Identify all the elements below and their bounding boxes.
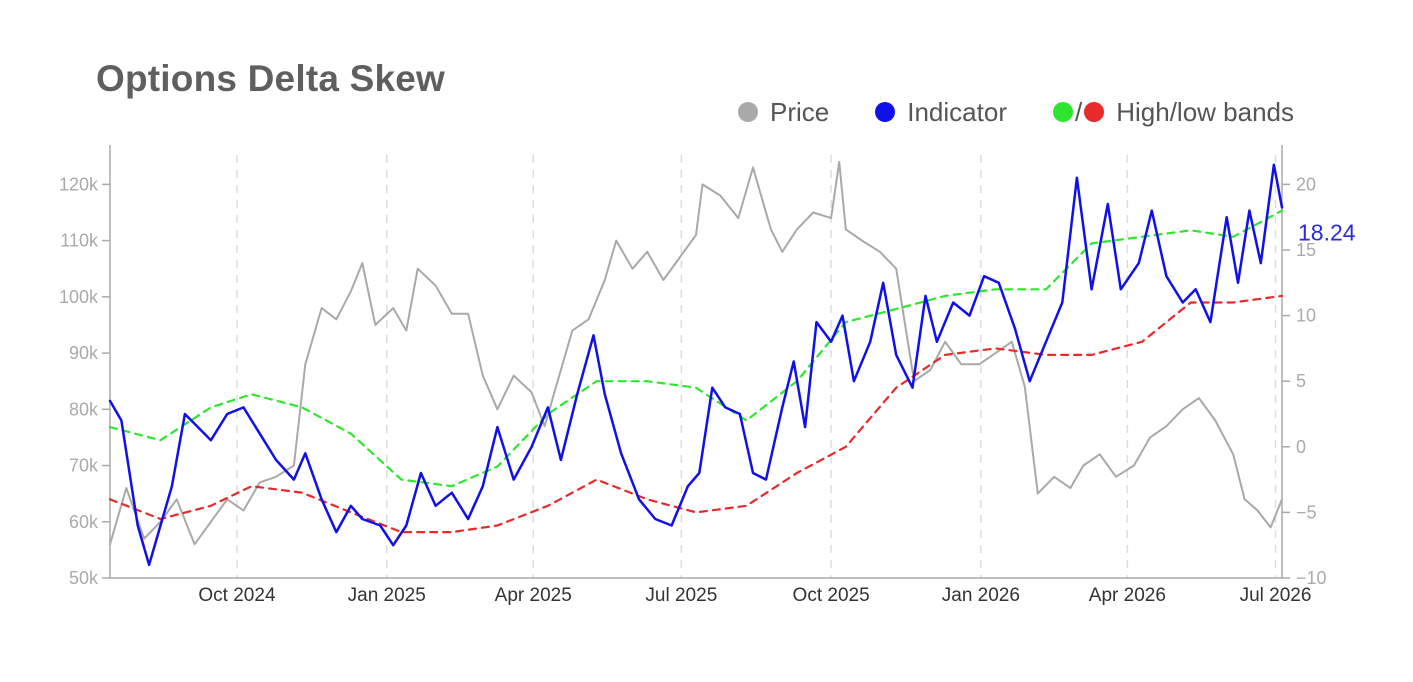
- grid: [236, 155, 1277, 578]
- legend-price-label: Price: [770, 96, 830, 127]
- y-right-tick-label: 15: [1296, 240, 1316, 260]
- y-left-tick-label: 80k: [69, 399, 99, 419]
- x-tick-label: Jul 2025: [645, 585, 717, 606]
- legend-high-band-marker: [1052, 102, 1073, 122]
- axes: [102, 145, 1290, 579]
- labels-layer: Oct 2024 Jan 2025 Apr 2025 Jul 2025 Oct 2025…: [59, 174, 1356, 606]
- y-left-tick-label: 120k: [59, 174, 99, 194]
- y-left-tick-label: 50k: [69, 568, 99, 588]
- y-right-tick-label: −10: [1296, 568, 1327, 588]
- y-right-tick-label: 10: [1296, 306, 1316, 326]
- series-layer: [108, 160, 1284, 567]
- high-band-line: [108, 209, 1284, 488]
- y-right-tick-label: 20: [1296, 174, 1316, 194]
- x-tick-label: Oct 2025: [793, 585, 870, 606]
- legend-price-marker: [738, 102, 758, 122]
- x-tick-label: Jan 2026: [942, 585, 1020, 606]
- x-tick-label: Apr 2026: [1089, 585, 1166, 606]
- indicator-line: [108, 163, 1284, 567]
- y-right-tick-label: 5: [1296, 371, 1306, 391]
- y-left-tick-label: 70k: [69, 456, 99, 476]
- legend-indicator-label: Indicator: [907, 96, 1007, 127]
- y-right-tick-label: 0: [1296, 437, 1306, 457]
- legend-indicator-marker: [875, 102, 896, 122]
- last-value-label: 18.24: [1298, 219, 1356, 245]
- legend-bands-separator: /: [1074, 96, 1083, 127]
- y-left-tick-label: 60k: [69, 512, 99, 532]
- legend-item-bands[interactable]: / High/low bands: [1052, 96, 1294, 128]
- x-tick-label: Jul 2026: [1240, 585, 1312, 606]
- x-tick-label: Apr 2025: [495, 585, 572, 606]
- y-left-tick-label: 90k: [69, 343, 99, 363]
- price-line: [109, 160, 1283, 546]
- x-tick-label: Jan 2025: [348, 585, 426, 606]
- y-left-tick-label: 110k: [60, 231, 99, 251]
- y-right-tick-label: −5: [1296, 502, 1317, 522]
- legend-item-price[interactable]: Price: [738, 97, 829, 128]
- low-band-line: [108, 294, 1284, 534]
- x-tick-label: Oct 2024: [198, 585, 276, 606]
- y-left-tick-label: 100k: [59, 287, 99, 307]
- legend-item-indicator[interactable]: Indicator: [875, 97, 1007, 128]
- chart-title: Options Delta Skew: [96, 58, 446, 99]
- legend: Price Indicator / High/low bands: [738, 96, 1294, 128]
- legend-bands-label: High/low bands: [1116, 96, 1294, 127]
- legend-low-band-marker: [1084, 102, 1105, 122]
